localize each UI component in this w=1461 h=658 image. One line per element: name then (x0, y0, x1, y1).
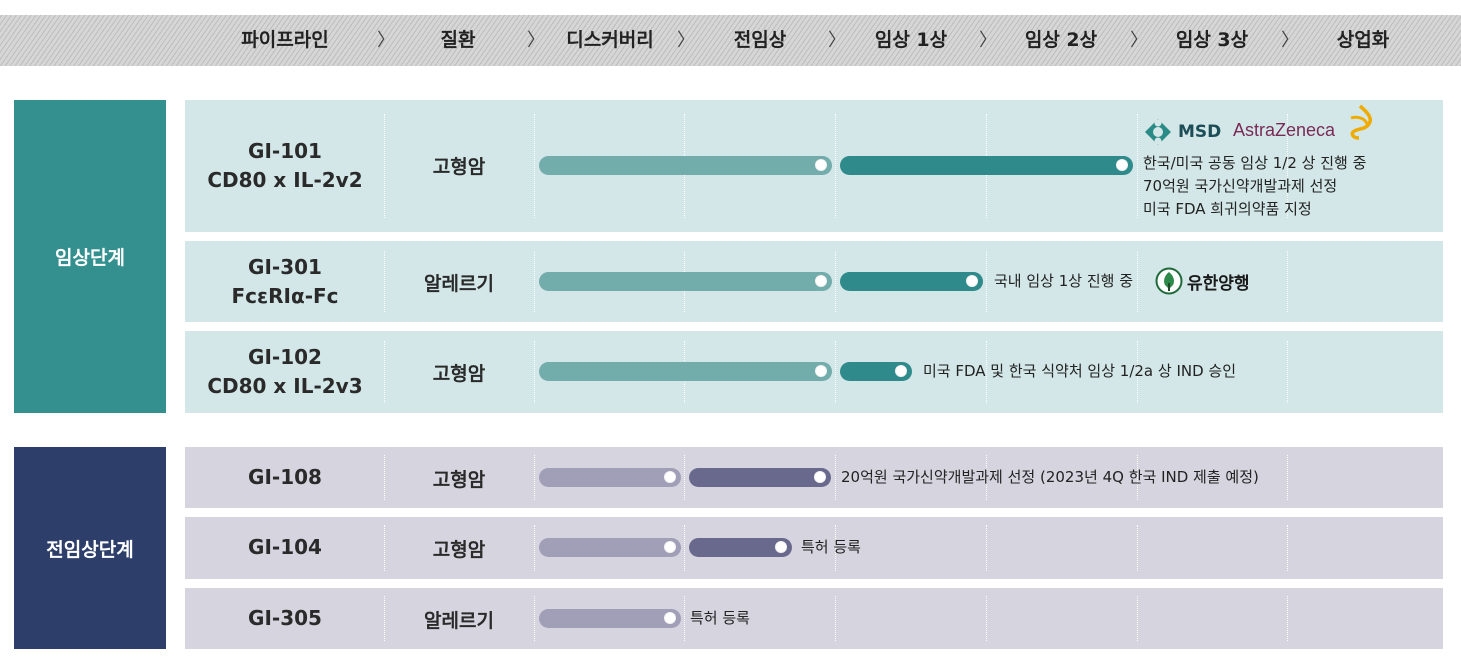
progress-end-dot (966, 275, 978, 287)
progress-end-dot (664, 541, 676, 553)
yuhan-logo: 유한양행 (1155, 267, 1250, 295)
group-preclinical-label: 전임상단계 (46, 538, 134, 561)
pipeline-row-gi-104: GI-104 고형암 특허 등록 (185, 517, 1443, 579)
drug-name: GI-101 CD80 x IL-2v2 (207, 139, 363, 192)
disease-label: 알레르기 (424, 610, 494, 632)
pipeline-row-gi-101: GI-101 CD80 x IL-2v2 고형암 MSD AstraZeneca… (185, 100, 1443, 232)
group-clinical: 임상단계 (14, 100, 166, 413)
progress-bar-clinical (840, 156, 1133, 175)
drug-name: GI-301 FcεRIα-Fc (231, 255, 339, 308)
chevron-right-icon: 〉 (828, 30, 846, 51)
progress-end-dot (775, 541, 787, 553)
astrazeneca-icon (1350, 104, 1373, 140)
status-note: 국내 임상 1상 진행 중 (994, 272, 1134, 290)
header-pipeline: 파이프라인 (241, 29, 329, 51)
progress-bar-preclinical (689, 538, 792, 557)
msd-icon (1145, 119, 1171, 145)
disease-label: 고형암 (432, 156, 486, 178)
progress-end-dot (815, 365, 827, 377)
drug-name: GI-305 (248, 606, 322, 630)
group-clinical-label: 임상단계 (55, 247, 125, 269)
astrazeneca-logo-text: AstraZeneca (1233, 120, 1336, 140)
header-discovery: 디스커버리 (566, 29, 654, 51)
group-preclinical: 전임상단계 (14, 447, 166, 649)
pipeline-row-gi-305: GI-305 알레르기 특허 등록 (185, 588, 1443, 649)
chevron-right-icon: 〉 (677, 30, 695, 51)
header-preclinical: 전임상 (733, 29, 787, 51)
disease-label: 알레르기 (424, 273, 494, 295)
pipeline-row-gi-108: GI-108 고형암 20억원 국가신약개발과제 선정 (2023년 4Q 한국… (185, 447, 1443, 508)
drug-name: GI-102 CD80 x IL-2v3 (207, 345, 363, 398)
progress-bar-discovery-preclinical (539, 362, 832, 381)
progress-bar-clinical (840, 362, 912, 381)
progress-end-dot (815, 275, 827, 287)
progress-bar-discovery-preclinical (539, 272, 832, 291)
disease-label: 고형암 (432, 469, 486, 491)
status-notes: 한국/미국 공동 임상 1/2 상 진행 중 70억원 국가신약개발과제 선정 … (1143, 154, 1367, 218)
chevron-right-icon: 〉 (377, 30, 395, 51)
progress-end-dot (815, 159, 827, 171)
pipeline-row-gi-301: GI-301 FcεRIα-Fc 알레르기 국내 임상 1상 진행 중 유한양행 (185, 241, 1443, 322)
progress-bar-preclinical (689, 468, 831, 487)
disease-label: 고형암 (432, 539, 486, 561)
progress-bar-discovery-preclinical (539, 156, 832, 175)
progress-end-dot (814, 471, 826, 483)
progress-end-dot (664, 612, 676, 624)
pipeline-row-gi-102: GI-102 CD80 x IL-2v3 고형암 미국 FDA 및 한국 식약처… (185, 331, 1443, 413)
progress-bar-clinical (840, 272, 983, 291)
chevron-right-icon: 〉 (527, 30, 545, 51)
disease-label: 고형암 (432, 363, 486, 385)
progress-end-dot (1116, 159, 1128, 171)
msd-logo: MSD (1143, 117, 1221, 147)
progress-bar-discovery (539, 609, 681, 628)
progress-end-dot (895, 365, 907, 377)
pipeline-header: 파이프라인 〉 질환 〉 디스커버리 〉 전임상 〉 임상 1상 〉 임상 2상… (0, 15, 1461, 66)
progress-bar-discovery (539, 538, 681, 557)
status-note: 미국 FDA 및 한국 식약처 임상 1/2a 상 IND 승인 (923, 362, 1237, 380)
yuhan-icon (1155, 267, 1183, 295)
header-disease: 질환 (440, 29, 476, 51)
status-note: 20억원 국가신약개발과제 선정 (2023년 4Q 한국 IND 제출 예정) (841, 468, 1259, 486)
progress-bar-discovery (539, 468, 681, 487)
chevron-right-icon: 〉 (1130, 30, 1148, 51)
status-note: 특허 등록 (690, 609, 750, 627)
header-phase1: 임상 1상 (874, 29, 948, 51)
drug-name: GI-104 (248, 535, 322, 559)
header-phase2: 임상 2상 (1024, 29, 1098, 51)
chevron-right-icon: 〉 (1281, 30, 1299, 51)
progress-end-dot (664, 471, 676, 483)
drug-name: GI-108 (248, 465, 322, 489)
status-note: 특허 등록 (801, 538, 861, 556)
header-commercialization: 상업화 (1336, 29, 1390, 51)
chevron-right-icon: 〉 (979, 30, 997, 51)
header-phase3: 임상 3상 (1175, 29, 1249, 51)
